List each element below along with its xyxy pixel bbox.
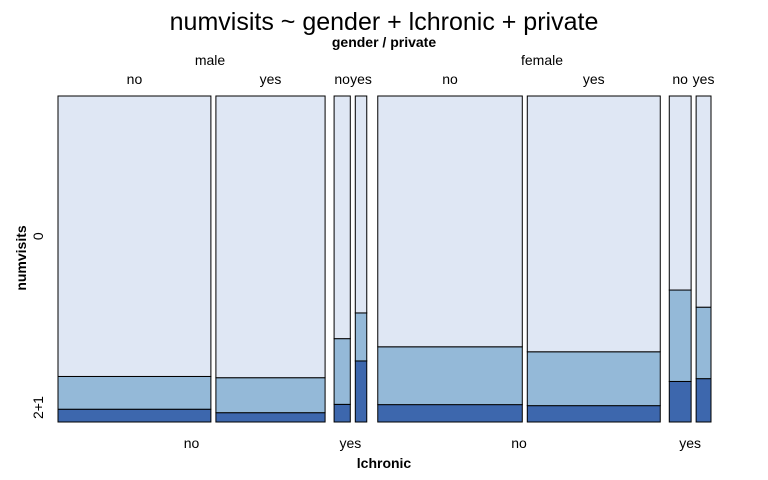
- mosaic-tile-male-no-yes-2plus: [215, 412, 326, 423]
- private-label-male-yes-no: no: [334, 71, 350, 87]
- mosaic-tile-female-no-no-0: [377, 95, 523, 348]
- numvisits-label-2plus: 2+: [30, 403, 46, 419]
- x-axis-title: lchronic: [357, 455, 412, 471]
- gender-label-female: female: [521, 52, 563, 68]
- mosaic-tile-female-no-yes-1: [526, 351, 661, 407]
- y-axis-title: numvisits: [13, 225, 29, 291]
- mosaic-tile-female-yes-yes-1: [695, 306, 712, 380]
- mosaic-tile-female-yes-no-0: [668, 95, 692, 291]
- mosaic-tile-female-no-no-1: [377, 346, 523, 406]
- lchronic-label-female-no: no: [511, 435, 527, 451]
- mosaic-tile-male-no-no-2plus: [57, 408, 212, 423]
- mosaic-tile-female-yes-yes-0: [695, 95, 712, 308]
- lchronic-label-male-yes: yes: [340, 435, 362, 451]
- numvisits-label-1: 1: [30, 396, 46, 404]
- mosaic-tile-male-yes-no-2plus: [333, 403, 351, 423]
- mosaic-tile-female-no-yes-0: [526, 95, 661, 353]
- mosaic-tile-female-yes-yes-2plus: [695, 378, 712, 423]
- mosaic-tile-male-yes-yes-1: [354, 312, 368, 362]
- mosaic-tile-male-yes-yes-0: [354, 95, 368, 314]
- mosaic-tile-male-no-yes-0: [215, 95, 326, 379]
- private-label-female-yes-no: no: [672, 71, 688, 87]
- private-label-female-yes-yes: yes: [693, 71, 715, 87]
- private-label-male-yes-yes: yes: [350, 71, 372, 87]
- private-label-female-no-yes: yes: [583, 71, 605, 87]
- gender-label-male: male: [195, 52, 226, 68]
- numvisits-label-0: 0: [30, 232, 46, 240]
- lchronic-label-female-yes: yes: [679, 435, 701, 451]
- mosaic-tile-male-yes-yes-2plus: [354, 360, 368, 423]
- mosaic-tile-female-no-no-2plus: [377, 404, 523, 423]
- private-label-male-no-no: no: [127, 71, 143, 87]
- private-label-male-no-yes: yes: [260, 71, 282, 87]
- mosaic-tile-male-yes-no-0: [333, 95, 351, 340]
- mosaic-tile-female-no-yes-2plus: [526, 405, 661, 423]
- mosaic-tile-male-yes-no-1: [333, 338, 351, 405]
- top-variable-label: gender / private: [332, 34, 436, 50]
- private-label-female-no-no: no: [442, 71, 458, 87]
- mosaic-tile-male-no-no-1: [57, 375, 212, 410]
- mosaic-tile-female-yes-no-2plus: [668, 380, 692, 423]
- lchronic-label-male-no: no: [184, 435, 200, 451]
- chart-title: numvisits ~ gender + lchronic + private: [170, 8, 599, 36]
- mosaic-tile-female-yes-no-1: [668, 289, 692, 382]
- mosaic-tile-male-no-no-0: [57, 95, 212, 377]
- mosaic-tile-male-no-yes-1: [215, 377, 326, 414]
- mosaic-cells: [57, 95, 712, 423]
